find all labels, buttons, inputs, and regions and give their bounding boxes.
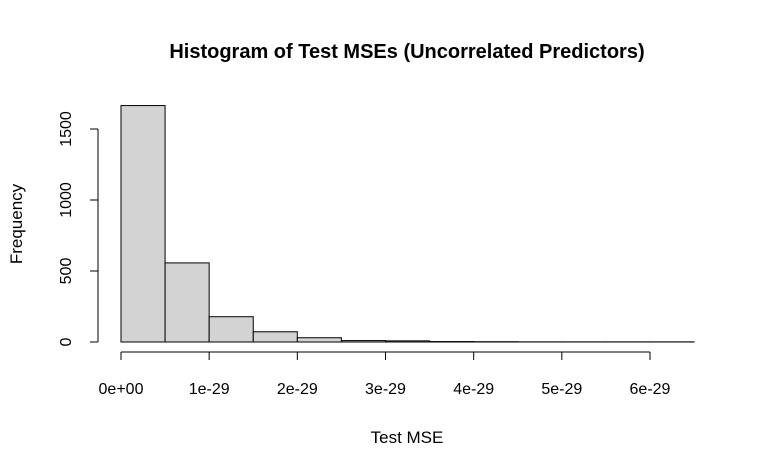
y-tick-label-2: 1000 — [58, 182, 75, 218]
x-tick-label-2: 2e-29 — [277, 381, 318, 398]
histogram-bar-3 — [252, 331, 298, 343]
histogram-bar-0 — [120, 105, 166, 343]
histogram-bar-2 — [208, 316, 254, 343]
x-tick-label-4: 4e-29 — [453, 381, 494, 398]
y-axis: 0 500 1000 1500 — [58, 111, 99, 346]
x-tick-label-1: 1e-29 — [189, 381, 230, 398]
histogram-bar-5 — [340, 340, 387, 343]
x-tick-label-3: 3e-29 — [365, 381, 406, 398]
histogram-bar-4 — [296, 337, 342, 343]
x-tick-label-0: 0e+00 — [99, 381, 144, 398]
histogram-bar-6 — [385, 340, 431, 343]
histogram-bar-1 — [164, 262, 210, 343]
x-tick-label-6: 6e-29 — [630, 381, 671, 398]
x-axis-label: Test MSE — [371, 428, 444, 447]
y-tick-label-0: 0 — [58, 337, 75, 346]
bars-group — [120, 105, 695, 343]
y-axis-label: Frequency — [7, 183, 26, 264]
y-tick-label-3: 1500 — [58, 111, 75, 147]
chart-title: Histogram of Test MSEs (Uncorrelated Pre… — [169, 41, 644, 63]
x-axis: 0e+00 1e-29 2e-29 3e-29 4e-29 5e-29 6e-29 — [99, 351, 671, 398]
y-tick-label-1: 500 — [58, 258, 75, 285]
x-tick-label-5: 5e-29 — [541, 381, 582, 398]
